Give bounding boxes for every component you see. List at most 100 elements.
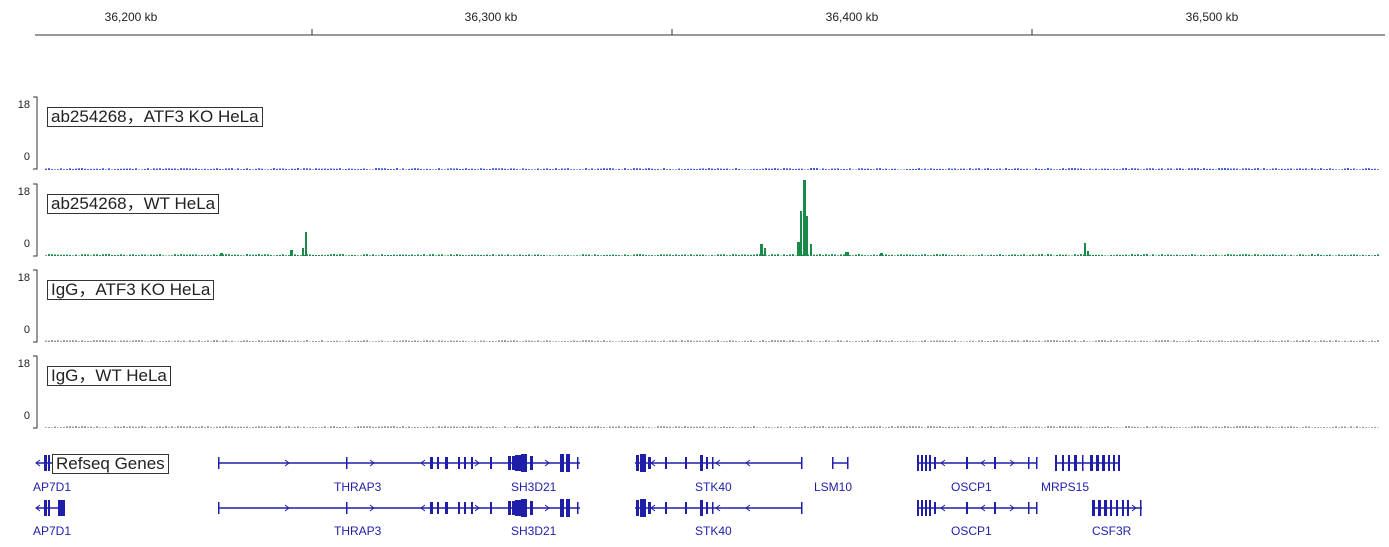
signal-noise — [123, 254, 125, 256]
signal-noise — [954, 340, 956, 342]
gene-label[interactable]: CSF3R — [1092, 524, 1132, 538]
signal-noise — [1086, 169, 1088, 170]
signal-noise — [1299, 340, 1301, 342]
signal-noise — [927, 426, 929, 428]
gene-thrap3-exon — [458, 457, 460, 469]
signal-noise — [1008, 427, 1010, 428]
signal-noise — [858, 426, 860, 428]
signal-noise — [684, 341, 686, 342]
signal-noise — [402, 254, 404, 256]
signal-noise — [372, 341, 374, 342]
signal-noise — [69, 340, 71, 342]
signal-noise — [1278, 255, 1280, 256]
signal-noise — [708, 426, 710, 428]
signal-noise — [630, 426, 632, 428]
signal-noise — [954, 255, 956, 256]
gene-ap7d1-strand-arrow — [35, 459, 41, 467]
signal-noise — [1332, 169, 1334, 170]
signal-track-wt[interactable]: 18 0 ab254268，WT HeLa — [0, 182, 1389, 262]
gene-label[interactable]: STK40 — [695, 480, 732, 494]
signal-noise — [282, 168, 284, 170]
track-scale-min: 0 — [23, 238, 30, 250]
gene-label[interactable]: STK40 — [695, 524, 732, 538]
signal-noise — [255, 426, 257, 428]
signal-noise — [1242, 254, 1244, 256]
signal-noise — [1356, 426, 1358, 428]
signal-noise — [792, 340, 794, 342]
signal-noise — [714, 255, 716, 256]
signal-noise — [294, 254, 296, 256]
signal-noise — [924, 340, 926, 342]
signal-noise — [852, 426, 854, 428]
signal-noise — [297, 426, 299, 428]
signal-noise — [477, 169, 479, 170]
gene-label[interactable]: SH3D21 — [511, 524, 557, 538]
gene-oscp1-exon — [994, 502, 996, 514]
gene-label[interactable]: THRAP3 — [334, 524, 382, 538]
signal-noise — [600, 168, 602, 170]
signal-noise — [540, 169, 542, 170]
signal-noise — [864, 426, 866, 428]
gene-label[interactable]: SH3D21 — [511, 480, 557, 494]
signal-noise — [1011, 254, 1013, 256]
gene-csf3r-exon — [1098, 500, 1101, 516]
signal-track-atf3-ko[interactable]: 18 0 ab254268，ATF3 KO HeLa — [0, 95, 1389, 175]
signal-noise — [393, 426, 395, 428]
signal-noise — [1224, 254, 1226, 256]
signal-noise — [933, 254, 935, 256]
signal-noise — [471, 426, 473, 428]
signal-noise — [1086, 427, 1088, 428]
signal-noise — [1260, 255, 1262, 256]
signal-noise — [207, 254, 209, 256]
signal-noise — [942, 426, 944, 428]
gene-label[interactable]: OSCP1 — [951, 524, 992, 538]
signal-noise — [153, 254, 155, 256]
signal-noise — [420, 169, 422, 170]
signal-noise — [1284, 169, 1286, 170]
signal-noise — [1305, 255, 1307, 256]
signal-noise — [123, 340, 125, 342]
gene-label[interactable]: LSM10 — [814, 480, 853, 494]
signal-noise — [1305, 168, 1307, 170]
signal-noise — [75, 254, 77, 256]
signal-noise — [1146, 340, 1148, 342]
signal-noise — [186, 341, 188, 342]
gene-label[interactable]: THRAP3 — [334, 480, 382, 494]
signal-noise — [522, 255, 524, 256]
signal-noise — [1059, 254, 1061, 256]
gene-label[interactable]: AP7D1 — [33, 524, 72, 538]
signal-noise — [1146, 426, 1148, 428]
signal-noise — [93, 340, 95, 342]
signal-noise — [1104, 168, 1106, 170]
signal-noise — [1089, 254, 1091, 256]
signal-noise — [372, 169, 374, 170]
signal-noise — [408, 254, 410, 256]
signal-noise — [453, 426, 455, 428]
signal-noise — [375, 341, 377, 342]
signal-noise — [768, 255, 770, 256]
signal-noise — [702, 426, 704, 428]
signal-noise — [1326, 254, 1328, 256]
signal-noise — [813, 168, 815, 170]
signal-noise — [588, 254, 590, 256]
signal-noise — [849, 341, 851, 342]
signal-noise — [450, 426, 452, 428]
gene-label[interactable]: AP7D1 — [33, 480, 72, 494]
gene-thrap3-exon — [218, 457, 220, 469]
signal-track-igg-atf3-ko[interactable]: 18 0 IgG，ATF3 KO HeLa — [0, 268, 1389, 348]
signal-noise — [534, 254, 536, 256]
signal-noise — [996, 168, 998, 170]
gene-label[interactable]: OSCP1 — [951, 480, 992, 494]
signal-noise — [921, 254, 923, 256]
signal-noise — [528, 426, 530, 428]
gene-label[interactable]: MRPS15 — [1041, 480, 1090, 494]
gene-track[interactable]: Refseq Genes — [0, 448, 1389, 546]
signal-track-igg-wt[interactable]: 18 0 IgG，WT HeLa — [0, 354, 1389, 434]
signal-noise — [1362, 254, 1364, 256]
signal-noise — [1083, 340, 1085, 342]
signal-noise — [1248, 168, 1250, 170]
signal-noise — [735, 168, 737, 170]
gene-thrap3-exon — [346, 457, 348, 469]
signal-noise — [1119, 427, 1121, 428]
signal-noise — [180, 254, 182, 256]
